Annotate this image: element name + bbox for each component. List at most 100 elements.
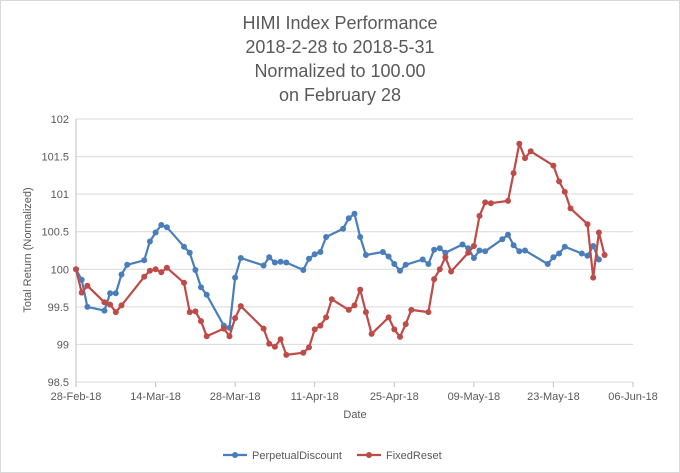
- data-point-perpetual-discount: [578, 250, 585, 257]
- data-point-fixed-reset: [584, 221, 591, 228]
- data-point-fixed-reset: [510, 170, 517, 177]
- data-point-fixed-reset: [112, 309, 119, 316]
- data-point-fixed-reset: [300, 349, 307, 356]
- data-point-perpetual-discount: [357, 234, 364, 240]
- data-point-perpetual-discount: [436, 245, 443, 252]
- title-line-3: Normalized to 100.00: [254, 61, 425, 81]
- data-point-fixed-reset: [487, 200, 494, 207]
- data-point-perpetual-discount: [283, 259, 290, 266]
- legend-item-fixed-reset: FixedReset: [357, 450, 442, 462]
- x-tick-label: 09-May-18: [448, 391, 501, 403]
- y-axis-title: Total Return (Normalized): [22, 187, 34, 312]
- data-point-perpetual-discount: [550, 254, 557, 261]
- data-point-fixed-reset: [527, 148, 534, 155]
- data-point-fixed-reset: [567, 205, 574, 212]
- data-point-fixed-reset: [442, 254, 449, 261]
- series-fixed-reset: [73, 140, 608, 358]
- y-tick-label: 101: [51, 189, 69, 201]
- y-tick-label: 98.5: [48, 377, 69, 389]
- legend-label: PerpetualDiscount: [252, 450, 342, 462]
- data-point-fixed-reset: [522, 155, 528, 162]
- data-point-perpetual-discount: [385, 253, 392, 260]
- data-point-perpetual-discount: [84, 303, 91, 310]
- legend-label: FixedReset: [386, 450, 442, 462]
- data-point-perpetual-discount: [141, 257, 148, 264]
- data-point-fixed-reset: [408, 306, 415, 313]
- x-tick-label: 14-Mar-18: [130, 391, 181, 403]
- data-point-fixed-reset: [328, 296, 335, 303]
- legend-item-perpetual-discount: PerpetualDiscount: [223, 450, 342, 462]
- data-point-fixed-reset: [306, 344, 312, 351]
- data-point-fixed-reset: [226, 333, 233, 340]
- data-point-perpetual-discount: [192, 267, 199, 273]
- data-point-fixed-reset: [357, 286, 364, 293]
- data-point-perpetual-discount: [300, 267, 307, 273]
- x-axis-title: Date: [343, 409, 366, 421]
- y-tick-label: 100: [51, 264, 69, 276]
- data-point-fixed-reset: [550, 162, 557, 169]
- data-point-perpetual-discount: [556, 250, 563, 257]
- data-point-perpetual-discount: [198, 284, 204, 291]
- gridlines: [75, 118, 633, 383]
- x-tick-label: 06-Jun-18: [608, 391, 658, 403]
- data-point-fixed-reset: [146, 267, 153, 274]
- data-point-perpetual-discount: [277, 258, 284, 265]
- data-point-perpetual-discount: [345, 215, 352, 222]
- y-tick-label: 101.5: [41, 152, 69, 164]
- data-point-perpetual-discount: [306, 255, 312, 262]
- data-point-perpetual-discount: [340, 225, 347, 232]
- data-point-fixed-reset: [362, 309, 369, 316]
- x-tick-label: 28-Mar-18: [210, 391, 261, 403]
- data-point-fixed-reset: [470, 243, 477, 249]
- data-point-perpetual-discount: [118, 271, 125, 278]
- data-point-perpetual-discount: [101, 307, 108, 314]
- data-point-fixed-reset: [402, 321, 409, 328]
- series-perpetual-discount: [73, 210, 602, 331]
- x-axis-tick-labels: 28-Feb-18 14-Mar-18 28-Mar-18 11-Apr-18 25-A…: [51, 382, 658, 403]
- data-point-perpetual-discount: [158, 222, 165, 228]
- data-point-fixed-reset: [181, 279, 187, 286]
- data-point-perpetual-discount: [402, 261, 409, 268]
- data-point-perpetual-discount: [163, 224, 170, 231]
- data-point-fixed-reset: [436, 266, 443, 273]
- data-point-fixed-reset: [158, 269, 165, 276]
- data-point-fixed-reset: [317, 322, 324, 329]
- x-tick-label: 28-Feb-18: [51, 391, 102, 403]
- data-point-perpetual-discount: [203, 291, 210, 298]
- data-point-fixed-reset: [266, 340, 273, 347]
- data-point-perpetual-discount: [516, 248, 523, 255]
- data-point-fixed-reset: [448, 268, 455, 275]
- data-point-fixed-reset: [237, 303, 244, 310]
- series-layer: [73, 140, 608, 358]
- data-point-perpetual-discount: [544, 261, 551, 267]
- data-point-fixed-reset: [198, 318, 204, 325]
- data-point-perpetual-discount: [266, 254, 273, 261]
- data-point-fixed-reset: [425, 309, 432, 316]
- data-point-perpetual-discount: [419, 256, 426, 263]
- data-point-fixed-reset: [397, 333, 403, 340]
- data-point-fixed-reset: [84, 282, 91, 289]
- data-point-perpetual-discount: [505, 231, 511, 238]
- data-point-perpetual-discount: [590, 243, 597, 249]
- data-point-perpetual-discount: [379, 249, 386, 255]
- data-point-perpetual-discount: [510, 242, 517, 249]
- data-point-perpetual-discount: [237, 255, 244, 261]
- data-point-fixed-reset: [351, 302, 358, 309]
- data-point-perpetual-discount: [146, 238, 153, 245]
- x-tick-label: 25-Apr-18: [370, 391, 419, 403]
- data-point-fixed-reset: [203, 333, 210, 340]
- data-point-perpetual-discount: [271, 259, 278, 266]
- data-point-perpetual-discount: [397, 267, 403, 274]
- data-point-perpetual-discount: [391, 261, 398, 267]
- data-point-fixed-reset: [590, 274, 597, 281]
- data-point-perpetual-discount: [152, 229, 159, 236]
- data-point-fixed-reset: [556, 178, 563, 185]
- data-point-fixed-reset: [220, 325, 227, 332]
- data-point-fixed-reset: [385, 314, 392, 321]
- data-point-fixed-reset: [78, 289, 85, 296]
- data-point-fixed-reset: [73, 266, 79, 273]
- data-point-fixed-reset: [516, 140, 523, 147]
- y-axis-tick-labels: 98.5 99 99.5 100 100.5 101 101.5 102: [41, 114, 69, 389]
- data-point-fixed-reset: [277, 336, 284, 343]
